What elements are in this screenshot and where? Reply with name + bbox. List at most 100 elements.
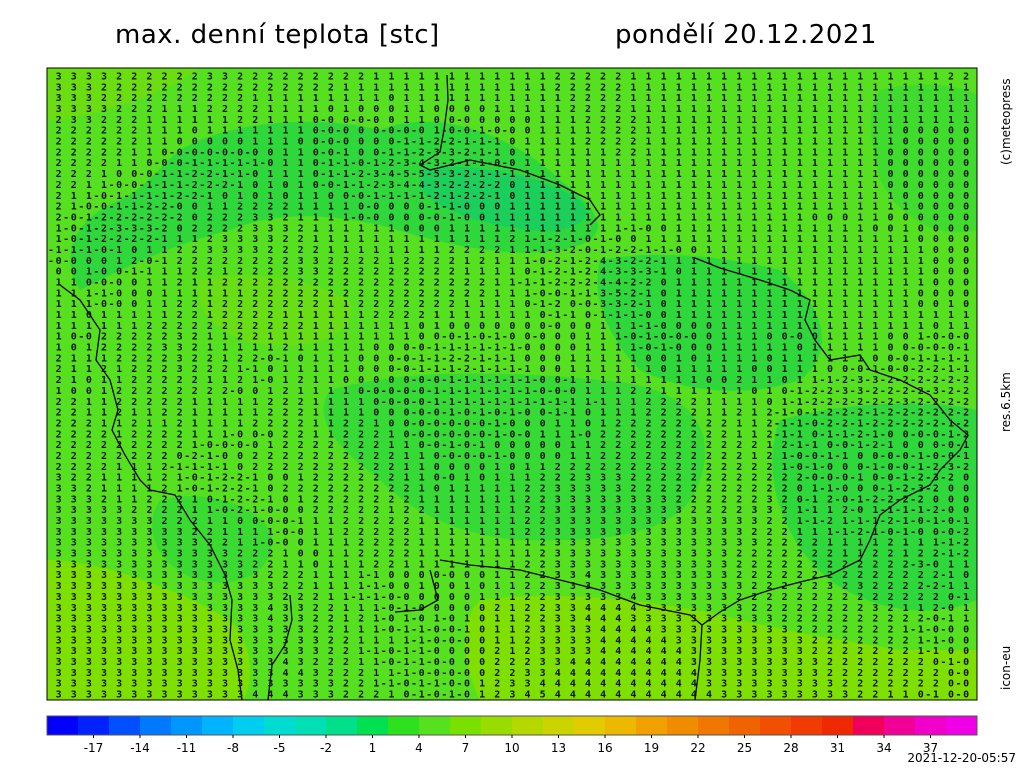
grid-row: 3 3 3 3 3 3 3 3 3 3 3 3 3 3 3 4 3 2 2 2 … xyxy=(48,657,969,668)
colorbar-segment xyxy=(822,716,854,735)
colorbar-segment xyxy=(171,716,203,735)
grid-row: 1-0-1-2-2-2-2-1 1 1 2 3 3 3 3 2 2 1 1 1 … xyxy=(48,234,969,245)
cool-patch xyxy=(70,121,598,291)
grid-row: 3 3 2 1 1 1 1 2 1-0-1-2-2-1 0 2 2 2 2 2 … xyxy=(48,484,969,495)
colorbar-tick-label: -5 xyxy=(274,741,286,755)
grid-row: 3 3 3 3 3 3 3 3 3 3 3 3 3 3 3 3 3 3 3 2 … xyxy=(48,679,969,690)
colorbar-tick-label: 7 xyxy=(462,741,470,755)
grid-row: 3 3 3 3 3 3 3 3 3 3 3 3 3 3 3 3 3 2 2 1 … xyxy=(48,624,969,635)
grid-row: 2 2 2 1 1 2 1 1 2 1 1 1 1 2 2 2 2 1 1 2 … xyxy=(48,418,969,429)
colorbar-tick-label: 37 xyxy=(923,741,938,755)
colorbar-segment xyxy=(326,716,358,735)
grid-row: 2 2 2 2 2 2 1 1 1 0 1 1 1 1 1 1 1 0-0-0 … xyxy=(48,126,969,137)
grid-row: 3 3 3 2 1 1 2 2 2 1 0-1-2-2-1 0 1 2 2 2 … xyxy=(48,494,969,505)
grid-row: 3 3 3 2 2 2 2 2 2 2 2 2 2 2 2 2 2 2 2 1 … xyxy=(48,82,969,93)
cool-patch xyxy=(597,254,822,391)
colorbar-segment xyxy=(729,716,761,735)
grid-row: 1 1 1 1 1 1 2 2 2 2 2 2 2 2 2 2 2 1 1 1 … xyxy=(48,321,969,332)
colorbar-segment xyxy=(636,716,668,735)
colorbar-segment xyxy=(47,716,79,735)
colorbar-segment xyxy=(884,716,916,735)
colorbar-segment xyxy=(295,716,327,735)
grid-row: 1 1 0-0-0 0 1 1 2 1 1 2 2 2 2 2 2 2 2 2 … xyxy=(48,278,969,289)
grid-row: 2 2 2 1 0 0-0-1-1-2-2-1-1-0 1 1 1 0-1-1-… xyxy=(48,169,969,180)
grid-row: 2 3 3 2 2 2 1 1 1 1 1 1 2 2 1 1 1 0-0 0-… xyxy=(48,115,969,126)
colorbar-segment xyxy=(233,716,265,735)
copyright-label: (c)meteopress xyxy=(999,78,1013,165)
colorbar-tick-label: -17 xyxy=(84,741,104,755)
colorbar-segment xyxy=(543,716,575,735)
grid-row: 3 3 3 3 3 3 3 3 3 3 3 3 3 3 3 3 3 3 2 2 … xyxy=(48,646,969,657)
colorbar-segment xyxy=(605,716,637,735)
grid-row: 2 2 2 2 1 1 0-0-0-1-1-1-1-1-0 1 1 0-1-1-… xyxy=(48,158,969,169)
model-label: icon-eu xyxy=(999,646,1013,690)
grid-row: 2 2 1 1-0-0-1-1-1-2-2-2-1 0 1 0 1 0-0-1-… xyxy=(48,180,969,191)
colorbar-segment xyxy=(853,716,885,735)
grid-row: 2 1-0-0-1-1-2-2-0 0 1 1 2 2 2 2 1 1 1 1 … xyxy=(48,202,969,213)
grid-row: 1 0 1 2 2 2 2 3 3 2 1 1 1 1 1 2 1 1 1 1 … xyxy=(48,343,969,354)
warm-patch xyxy=(47,68,200,120)
colorbar-segment xyxy=(915,716,947,735)
colorbar-tick-label: 28 xyxy=(783,741,798,755)
colorbar-segment xyxy=(450,716,482,735)
timestamp: 2021-12-20-05:57 xyxy=(907,751,1016,765)
grid-row: 3 3 3 3 3 2 2 2 2 1 1-0-2-1-0-0 0 2 2 2 … xyxy=(48,505,969,516)
colorbar-segment xyxy=(574,716,606,735)
grid-row: 3 3 3 3 3 3 3 3 3 3 3 3 3 3 4 3 3 2 2 1 … xyxy=(48,603,969,614)
grid-row: 2 2 2 2 2 2 2 2 0-2-1-0 0 2 2 2 2 2 2 2 … xyxy=(48,451,969,462)
colorbar-tick-label: 1 xyxy=(369,741,377,755)
cool-patch xyxy=(772,403,977,611)
colorbar-segment xyxy=(512,716,544,735)
colorbar-segment xyxy=(109,716,141,735)
map-area: 3 3 3 3 2 2 2 2 2 2 3 3 2 2 2 2 2 2 2 2 … xyxy=(47,68,977,701)
grid-row: 1 0 0 1 2 2 2 2 2 2 2 2-0 0 1 2 1 1 1 1 … xyxy=(48,386,969,397)
grid-row: 2 2 2 2 2 1 1 0-0-0-0-0-0-0 0 1 1 0-0-1 … xyxy=(48,147,969,158)
grid-row: 2 2 2 2 1 1 1 2-1-1-1-1 0 2 2 2 2 2 2 2 … xyxy=(48,462,969,473)
colorbar-tick-label: 34 xyxy=(876,741,891,755)
colorbar-segment xyxy=(946,716,978,735)
grid-row: 1 1 0 1 1 1 1 1 2 2 1 2 2 2 2 1 1 1 1 1 … xyxy=(48,310,969,321)
grid-row: 2 2 1 1 2 1 1 2 2 1 1 1 1 1 2 2 2 1 1 1 … xyxy=(48,408,969,419)
grid-row: 3 3 3 3 3 3 3 3 3 3 3 3 3 3 4 3 3 2 2 1 … xyxy=(48,614,969,625)
colorbar: -17 -14 -11 -8 -5 -2 1 4 7 10 13 16 19 22 25 28 31 34 37 xyxy=(46,715,978,755)
grid-row: 3 3 3 3 3 3 3 3 3 2 2 1 1 1 1-0-0 1 1 2 … xyxy=(48,527,969,538)
colorbar-tick-label: -8 xyxy=(227,741,239,755)
grid-row: 3 2 2 1 1 1 1 2 1-0-1-2-2-1 0 0 1 2 2 2 … xyxy=(48,473,969,484)
colorbar-tick-label: 19 xyxy=(644,741,659,755)
grid-row: 3 3 3 3 3 3 3 3 3 3 3 3 3 3 3 2 2 2 1 1-… xyxy=(48,592,969,603)
grid-row: 3 3 3 3 3 3 3 3 3 3 3 3 3 3 3 4 4 3 2 2 … xyxy=(48,668,969,679)
grid-row: 2 1 0 1 1 2 2 2 2 2 1 1 2 1-0 1 2 1 1 0 … xyxy=(48,375,969,386)
colorbar-segment xyxy=(140,716,172,735)
grid-row: 3 3 3 3 3 3 3 3 3 3 3 3 3 4 4 4 3 3 3 2 … xyxy=(48,690,969,701)
colorbar-segment xyxy=(791,716,823,735)
warm-patch xyxy=(465,595,977,700)
grid-row: 2-0-1-2-2-2-2-2-2 0 2 2 2 3 3 2 1 1 1 1-… xyxy=(48,212,969,223)
grid-row: 3 3 3 3 3 3 3 3 3 3 3 3 3 3 2 2 2 1 1 1 … xyxy=(48,570,969,581)
warm-patch xyxy=(47,560,250,700)
cool-patch xyxy=(323,373,706,541)
grid-row: 1 1 1-1-0 0 0 1 1 1 1 1 1 2 2 2 2 2 2 2 … xyxy=(48,288,969,299)
grid-row: 0 0 1-0 0-1-1 1 1 2 2 1 2 2 2 2 3 3 2 2 … xyxy=(48,267,969,278)
colorbar-segment xyxy=(419,716,451,735)
value-grid: 3 3 3 3 2 2 2 2 2 2 3 3 2 2 2 2 2 2 2 2 … xyxy=(48,72,969,701)
colorbar-segment xyxy=(388,716,420,735)
map-title: max. denní teplota [stc] xyxy=(115,20,440,50)
colorbar-tick-label: -2 xyxy=(320,741,332,755)
warm-patch xyxy=(198,275,352,346)
grid-row: 2 1 1 2 1 2 2 2 3 2 2 2 1-1 0 1 1 1 1 1 … xyxy=(48,364,969,375)
grid-row: 2 2 2 2 2 2 2 2 2 1-0-0-0-0 1 2 2 2 2 2 … xyxy=(48,440,969,451)
grid-row: 3 3 3 2 2 2 2 2 2 2 2 2 2 1 1 1 1 1 1 1 … xyxy=(48,93,969,104)
grid-row: -0-0 0 0 1 2-0-1 2 2 2 2 2 2 2 2 3 3 2 2… xyxy=(48,256,969,267)
colorbar-segment xyxy=(481,716,513,735)
cool-patch xyxy=(152,496,272,583)
grid-row: 2 1 1-0-1-1-1-1-2-2-1 0 1 0 1 0 1 1 0 0-… xyxy=(48,191,969,202)
colorbar-segment xyxy=(760,716,792,735)
colorbar-tick-label: 22 xyxy=(690,741,705,755)
colorbar-tick-label: -11 xyxy=(177,741,197,755)
coastline xyxy=(59,74,969,700)
grid-row: 2 2 1 1 2 2 2 2 2 1 1 1 1 1 2 2 2 1 1 1 … xyxy=(48,397,969,408)
colorbar-segment xyxy=(698,716,730,735)
grid-row: 3 3 3 3 3 3 3 3 3 3 3 3 3 3 3 2 2 1 1 1 … xyxy=(48,581,969,592)
grid-row: 3 3 3 3 3 3 3 3 3 3 2 2 1 1-0-0 0 1 1 1 … xyxy=(48,538,969,549)
